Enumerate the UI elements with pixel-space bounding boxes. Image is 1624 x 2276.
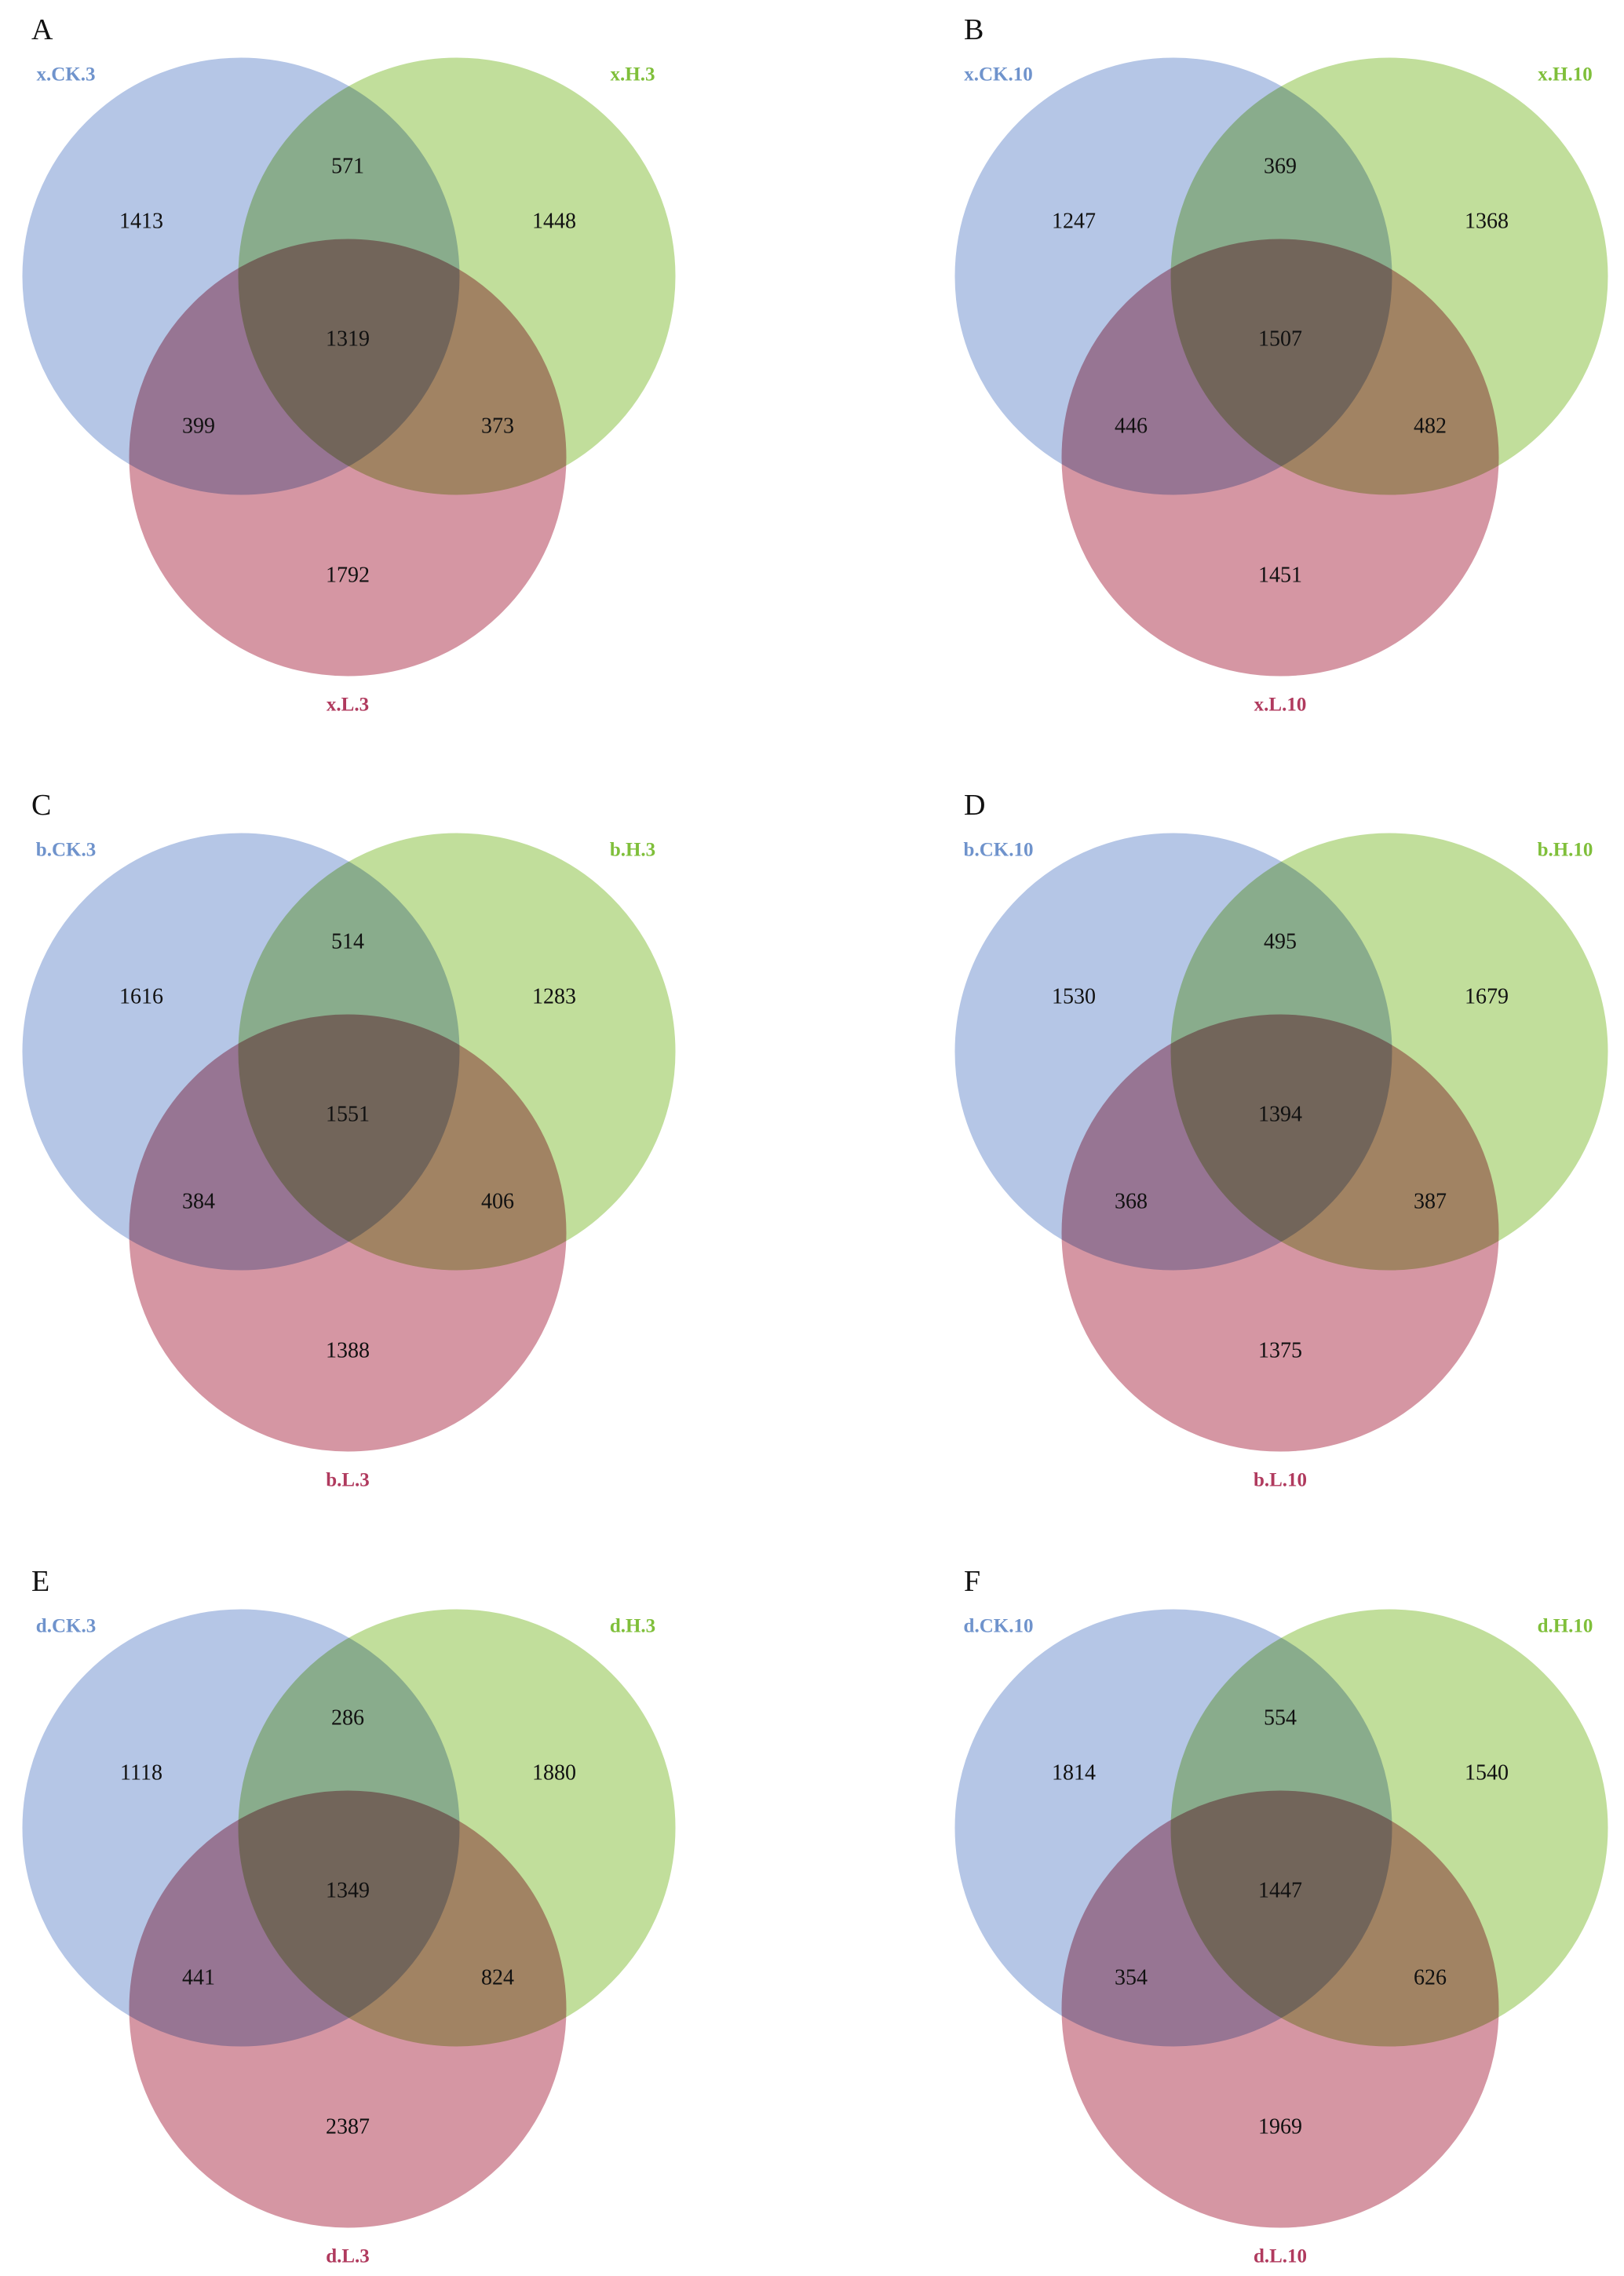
set-label-a: d.CK.10 xyxy=(964,1616,1034,1637)
count-only-c: 1792 xyxy=(326,564,370,588)
count-ac: 354 xyxy=(1115,1966,1148,1990)
count-only-a: 1118 xyxy=(120,1761,162,1785)
count-ac: 384 xyxy=(182,1190,215,1214)
panel-letter: F xyxy=(964,1565,980,1598)
count-only-c: 1375 xyxy=(1258,1339,1302,1363)
set-circle-c xyxy=(1059,1788,1502,2230)
set-label-b: d.H.3 xyxy=(610,1616,655,1637)
set-label-a: b.CK.3 xyxy=(36,840,96,861)
count-abc: 1349 xyxy=(326,1879,370,1903)
count-ab: 571 xyxy=(331,155,364,179)
set-label-c: d.L.3 xyxy=(326,2246,370,2267)
count-bc: 406 xyxy=(481,1190,514,1214)
count-bc: 626 xyxy=(1414,1966,1447,1990)
set-circle-c xyxy=(126,1012,569,1454)
count-ab: 286 xyxy=(331,1706,364,1731)
count-only-a: 1814 xyxy=(1052,1761,1096,1785)
count-abc: 1551 xyxy=(326,1103,370,1127)
panel-letter: B xyxy=(964,13,984,46)
set-circle-c xyxy=(126,1788,569,2230)
set-label-b: b.H.10 xyxy=(1538,840,1593,861)
count-ac: 441 xyxy=(182,1966,215,1990)
set-label-a: x.CK.10 xyxy=(964,64,1033,86)
count-only-c: 1388 xyxy=(326,1339,370,1363)
count-only-a: 1616 xyxy=(119,985,163,1009)
set-label-b: x.H.10 xyxy=(1538,64,1592,86)
count-only-b: 1679 xyxy=(1465,985,1509,1009)
venn-panel-a: A 1413 1448 1792 571 399 373 1319 x.CK.3 x.H.3 x.L… xyxy=(20,13,678,716)
count-only-a: 1247 xyxy=(1052,210,1096,234)
venn-panel-c: C 1616 1283 1388 514 384 406 1551 b.CK.3 b.H.3 b.L… xyxy=(20,789,678,1491)
set-circle-c xyxy=(1059,1012,1502,1454)
count-abc: 1507 xyxy=(1258,327,1302,352)
set-label-c: x.L.3 xyxy=(327,695,369,716)
count-only-b: 1448 xyxy=(532,210,576,234)
count-ac: 446 xyxy=(1115,414,1148,439)
set-label-a: d.CK.3 xyxy=(36,1616,96,1637)
count-bc: 482 xyxy=(1414,414,1447,439)
count-abc: 1394 xyxy=(1258,1103,1302,1127)
count-only-a: 1530 xyxy=(1052,985,1096,1009)
panel-letter: A xyxy=(31,13,53,46)
count-only-c: 2387 xyxy=(326,2115,370,2139)
set-label-b: b.H.3 xyxy=(610,840,655,861)
count-only-b: 1540 xyxy=(1465,1761,1509,1785)
set-label-c: b.L.3 xyxy=(326,1470,370,1491)
count-bc: 387 xyxy=(1414,1190,1447,1214)
count-ac: 368 xyxy=(1115,1190,1148,1214)
count-only-b: 1880 xyxy=(532,1761,576,1785)
set-label-c: b.L.10 xyxy=(1254,1470,1307,1491)
set-circle-c xyxy=(1059,236,1502,679)
count-ab: 514 xyxy=(331,930,364,954)
count-ab: 495 xyxy=(1264,930,1297,954)
venn-panel-b: B 1247 1368 1451 369 446 482 1507 x.CK.10 x.H.10 x… xyxy=(952,13,1611,716)
count-only-a: 1413 xyxy=(119,210,163,234)
set-label-a: b.CK.10 xyxy=(964,840,1034,861)
count-abc: 1447 xyxy=(1258,1879,1302,1903)
set-circle-c xyxy=(126,236,569,679)
count-abc: 1319 xyxy=(326,327,370,352)
count-ab: 369 xyxy=(1264,155,1297,179)
panel-letter: D xyxy=(964,789,985,822)
count-only-c: 1451 xyxy=(1258,564,1302,588)
panel-letter: E xyxy=(31,1565,49,1598)
venn-panel-e: E 1118 1880 2387 286 441 824 1349 d.CK.3 d.H.3 d.L… xyxy=(20,1565,678,2267)
set-label-a: x.CK.3 xyxy=(37,64,96,86)
set-label-b: x.H.3 xyxy=(611,64,655,86)
count-bc: 373 xyxy=(481,414,514,439)
count-bc: 824 xyxy=(481,1966,514,1990)
count-ac: 399 xyxy=(182,414,215,439)
set-label-c: x.L.10 xyxy=(1254,695,1307,716)
set-label-b: d.H.10 xyxy=(1538,1616,1593,1637)
count-only-b: 1368 xyxy=(1465,210,1509,234)
venn-panel-d: D 1530 1679 1375 495 368 387 1394 b.CK.10 b.H.10 b… xyxy=(952,789,1611,1491)
set-label-c: d.L.10 xyxy=(1254,2246,1307,2267)
count-only-c: 1969 xyxy=(1258,2115,1302,2139)
count-only-b: 1283 xyxy=(532,985,576,1009)
panel-letter: C xyxy=(31,789,51,822)
venn-panel-f: F 1814 1540 1969 554 354 626 1447 d.CK.10 d.H.10 d… xyxy=(952,1565,1611,2267)
count-ab: 554 xyxy=(1264,1706,1297,1731)
